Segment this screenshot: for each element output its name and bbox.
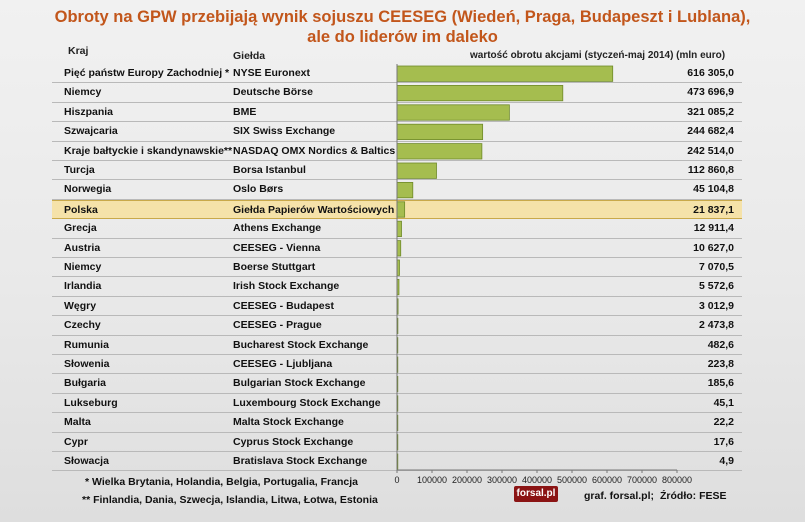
exchange-cell: Borsa Istanbul [233, 164, 306, 176]
footnote-1: * Wielka Brytania, Holandia, Belgia, Por… [85, 476, 358, 488]
x-tick-label: 700000 [627, 475, 657, 485]
exchange-cell: Bratislava Stock Exchange [233, 455, 368, 467]
value-label: 12 911,4 [693, 222, 734, 235]
value-label: 2 473,8 [698, 319, 734, 332]
country-cell: Węgry [64, 299, 97, 312]
x-tick-label: 300000 [487, 475, 517, 485]
exchange-cell: SIX Swiss Exchange [233, 125, 336, 138]
bar [396, 104, 510, 121]
value-label: 45 104,8 [693, 183, 734, 196]
country-cell: Kraje bałtyckie i skandynawskie** [64, 144, 233, 157]
exchange-cell: Bulgarian Stock Exchange [233, 377, 366, 390]
bar [396, 162, 437, 179]
exchange-cell: Malta Stock Exchange [233, 416, 344, 429]
value-label: 242 514,0 [687, 144, 734, 157]
value-label: 112 860,8 [687, 164, 734, 176]
country-cell: Hiszpania [64, 105, 114, 118]
country-cell: Bułgaria [64, 377, 107, 390]
country-cell: Słowenia [64, 358, 110, 370]
bar [396, 143, 483, 160]
bar [396, 123, 484, 140]
header-value: wartość obrotu akcjami (styczeń-maj 2014… [470, 50, 726, 61]
forsal-logo: forsal.pl [514, 486, 558, 502]
bar [396, 220, 402, 237]
exchange-cell: Athens Exchange [233, 222, 322, 235]
bar [396, 65, 614, 82]
exchange-cell: BME [233, 105, 257, 118]
value-label: 3 012,9 [698, 299, 734, 312]
bar [396, 201, 406, 218]
country-cell: Norwegia [64, 183, 112, 196]
exchange-cell: CEESEG - Prague [233, 319, 322, 332]
country-cell: Austria [64, 241, 101, 254]
x-tick-label: 800000 [662, 475, 692, 485]
value-label: 45,1 [713, 396, 734, 409]
exchange-cell: NASDAQ OMX Nordics & Baltics [233, 144, 396, 157]
exchange-cell: CEESEG - Ljubljana [233, 358, 333, 370]
exchange-cell: NYSE Euronext [233, 67, 311, 79]
country-cell: Niemcy [64, 86, 102, 99]
value-label: 244 682,4 [687, 125, 734, 138]
exchange-cell: Cyprus Stock Exchange [233, 435, 354, 448]
country-cell: Grecja [64, 222, 97, 235]
value-label: 185,6 [707, 377, 734, 390]
exchange-cell: Oslo Børs [233, 183, 284, 196]
x-tick-label: 200000 [452, 475, 482, 485]
country-cell: Pięć państw Europy Zachodniej * [64, 67, 230, 79]
exchange-cell: Luxembourg Stock Exchange [233, 396, 381, 409]
x-tick-label: 0 [394, 475, 399, 485]
bar [396, 85, 564, 102]
value-label: 17,6 [713, 435, 734, 448]
exchange-cell: CEESEG - Vienna [233, 241, 321, 254]
source-text: Źródło: FESE [660, 490, 727, 502]
bar [396, 181, 414, 199]
value-label: 22,2 [713, 416, 734, 429]
table-row: Lukseburg Luxembourg Stock Exchange 45,1 [52, 394, 742, 414]
exchange-cell: Irish Stock Exchange [233, 280, 340, 293]
exchange-cell: Boerse Stuttgart [233, 261, 316, 273]
country-cell: Lukseburg [64, 396, 118, 409]
value-label: 616 305,0 [687, 67, 734, 79]
value-label: 7 070,5 [698, 261, 734, 273]
value-label: 223,8 [707, 358, 734, 370]
country-cell: Słowacja [64, 455, 109, 467]
header-country: Kraj [68, 45, 89, 57]
country-cell: Czechy [64, 319, 101, 332]
value-label: 10 627,0 [693, 241, 734, 254]
country-cell: Cypr [64, 435, 88, 448]
bar [396, 240, 402, 257]
footnote-2: ** Finlandia, Dania, Szwecja, Islandia, … [82, 494, 378, 506]
value-label: 482,6 [707, 338, 734, 351]
country-cell: Irlandia [64, 280, 102, 293]
chart-title-line2: ale do liderów im daleko [307, 28, 498, 46]
exchange-cell: Giełda Papierów Wartościowych [233, 203, 395, 216]
x-tick-label: 500000 [557, 475, 587, 485]
x-tick-label: 100000 [417, 475, 447, 485]
header-exchange: Giełda [233, 50, 266, 62]
country-cell: Szwajcaria [64, 125, 118, 138]
credit-text: graf. forsal.pl; [584, 490, 655, 502]
x-tick-label: 400000 [522, 475, 552, 485]
country-cell: Malta [64, 416, 91, 429]
value-label: 5 572,6 [698, 280, 734, 293]
value-label: 4,9 [719, 455, 734, 467]
exchange-cell: Deutsche Börse [233, 86, 313, 99]
exchange-cell: CEESEG - Budapest [233, 299, 334, 312]
country-cell: Turcja [64, 164, 95, 176]
value-label: 21 837,1 [693, 203, 734, 216]
country-cell: Rumunia [64, 338, 109, 351]
x-tick-label: 600000 [592, 475, 622, 485]
value-label: 321 085,2 [687, 105, 734, 118]
value-label: 473 696,9 [687, 86, 734, 99]
country-cell: Niemcy [64, 261, 102, 273]
exchange-cell: Bucharest Stock Exchange [233, 338, 369, 351]
country-cell: Polska [64, 203, 98, 216]
chart-title-line1: Obroty na GPW przebijają wynik sojuszu C… [54, 8, 751, 26]
